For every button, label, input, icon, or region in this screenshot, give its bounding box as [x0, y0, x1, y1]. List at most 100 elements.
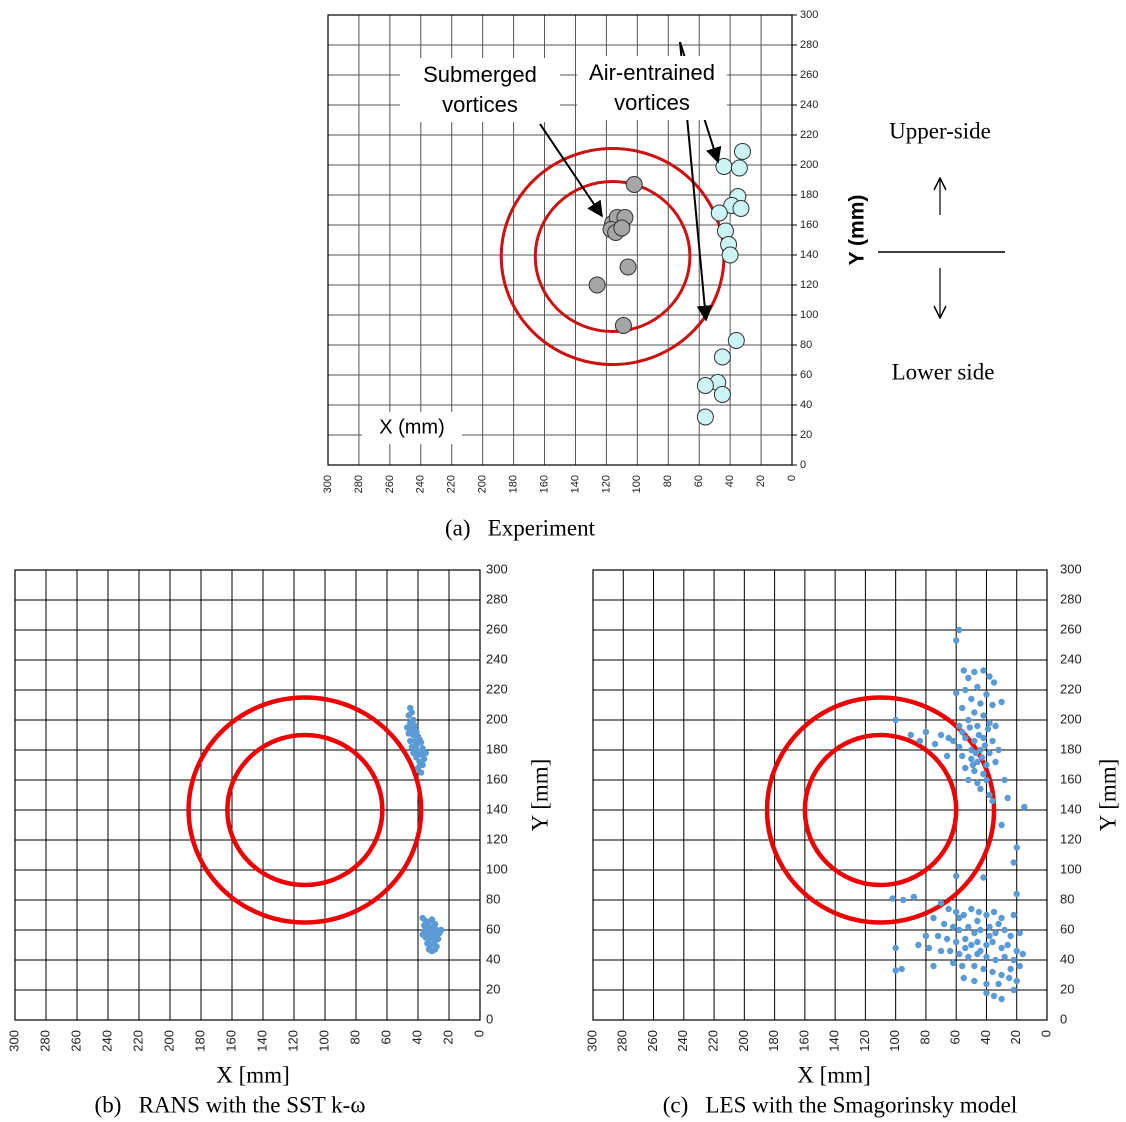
point [962, 944, 969, 952]
point [965, 716, 972, 724]
point [983, 761, 990, 769]
y-tick-label: 200 [800, 159, 818, 171]
caption: (b) RANS with the SST k-ω [95, 1092, 366, 1117]
point [934, 932, 942, 940]
y-tick-label: 160 [800, 219, 818, 231]
point [431, 946, 439, 953]
y-tick-label: 120 [486, 831, 508, 846]
point [980, 734, 987, 742]
point [983, 980, 990, 988]
point [977, 926, 984, 934]
point [980, 874, 987, 881]
y-tick-label: 60 [800, 369, 812, 381]
y-tick-label: 80 [1060, 891, 1074, 906]
point [968, 746, 975, 754]
x-tick-label: 220 [130, 1030, 145, 1052]
point [962, 686, 969, 694]
x-tick-label: 240 [415, 475, 427, 493]
x-tick-label: 180 [508, 475, 520, 493]
point [983, 953, 990, 961]
point [974, 779, 981, 787]
point [910, 893, 918, 901]
x-axis-title: X [mm] [797, 1062, 870, 1087]
charts: 0204060801001201401601802002202402602803… [6, 9, 1081, 1052]
y-tick-label: 140 [486, 801, 508, 816]
y-tick-label: 300 [800, 9, 818, 21]
point [937, 731, 945, 739]
y-tick-label: 20 [1060, 981, 1074, 996]
point [986, 673, 993, 680]
plot-border [14, 569, 481, 1021]
point [990, 679, 998, 686]
plot-border [327, 14, 793, 466]
point [1007, 932, 1014, 940]
point [945, 734, 952, 742]
point [730, 159, 748, 177]
point [1010, 956, 1017, 964]
point [965, 923, 972, 931]
point [977, 947, 984, 955]
point [438, 926, 445, 934]
x-tick-label: 40 [978, 1030, 993, 1044]
point [713, 386, 731, 403]
y-tick-label: 280 [486, 591, 508, 606]
point [960, 974, 967, 982]
x-tick-label: 140 [254, 1030, 269, 1052]
annotation: vortices [614, 90, 690, 115]
x-tick-label: 120 [600, 475, 612, 493]
point [588, 276, 606, 294]
point [696, 377, 714, 394]
y-tick-label: 80 [800, 339, 812, 351]
x-axis-title: X (mm) [379, 416, 445, 438]
y-tick-label: 300 [1060, 561, 1082, 576]
point [946, 947, 954, 955]
point [1010, 911, 1017, 919]
x-tick-label: 180 [766, 1030, 781, 1052]
point [962, 935, 969, 943]
point [710, 204, 728, 222]
point [925, 944, 933, 952]
point [992, 929, 999, 937]
x-tick-label: 300 [6, 1030, 21, 1052]
point [614, 317, 632, 334]
point [619, 258, 637, 276]
y-tick-label: 0 [486, 1011, 493, 1026]
point [978, 754, 986, 761]
point [977, 746, 984, 754]
side-label: Lower side [892, 359, 995, 384]
point [419, 761, 426, 769]
point [977, 700, 984, 707]
point [956, 914, 963, 922]
x-tick-label: 120 [285, 1030, 300, 1052]
y-tick-label: 280 [800, 39, 818, 51]
point [989, 737, 996, 745]
point [1005, 974, 1013, 982]
reference-circle [764, 695, 997, 925]
x-tick-label: 80 [917, 1030, 932, 1044]
point [949, 923, 957, 931]
x-tick-label: 20 [1008, 1030, 1023, 1044]
point [972, 749, 980, 757]
point [959, 962, 966, 970]
y-tick-label: 240 [1060, 651, 1082, 666]
point [1013, 890, 1020, 898]
point [983, 911, 990, 919]
point [966, 724, 974, 731]
x-tick-label: 200 [736, 1030, 751, 1052]
point [1016, 929, 1023, 937]
point [892, 716, 899, 724]
point [417, 769, 425, 776]
point [971, 962, 978, 970]
point [1013, 977, 1020, 985]
x-tick-label: 160 [796, 1030, 811, 1052]
point [916, 737, 924, 745]
x-tick-label: 60 [948, 1030, 963, 1044]
y-tick-label: 180 [1060, 741, 1082, 756]
point [986, 749, 993, 757]
y-tick-label: 260 [486, 621, 508, 636]
point [414, 764, 422, 772]
point [990, 992, 998, 1000]
x-tick-label: 0 [786, 475, 798, 481]
point [413, 754, 420, 761]
point [977, 785, 984, 793]
